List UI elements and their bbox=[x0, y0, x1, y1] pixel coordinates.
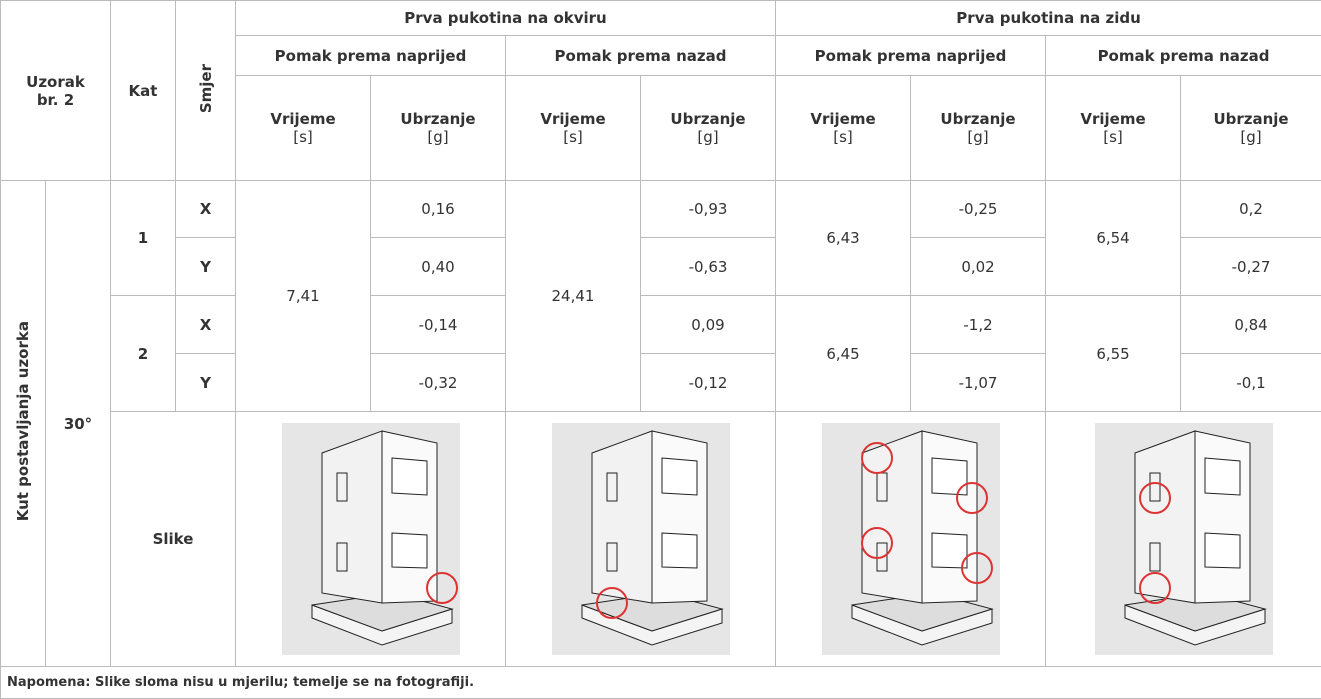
crack-sketch bbox=[282, 423, 460, 655]
direction-header: Smjer bbox=[176, 1, 236, 181]
subgroup-header: Pomak prema nazad bbox=[1046, 36, 1321, 76]
floor-cell: 1 bbox=[111, 181, 176, 296]
acceleration-cell: 0,2 bbox=[1181, 181, 1321, 238]
table-row: Slike bbox=[1, 412, 1321, 667]
direction-cell: X bbox=[176, 296, 236, 354]
acceleration-cell: 0,09 bbox=[641, 296, 776, 354]
column-name: Vrijeme bbox=[810, 110, 875, 128]
acceleration-cell: -0,12 bbox=[641, 354, 776, 412]
subgroup-header: Pomak prema naprijed bbox=[236, 36, 506, 76]
column-unit: [s] bbox=[1046, 128, 1180, 146]
acceleration-cell: -0,25 bbox=[911, 181, 1046, 238]
subgroup-header: Pomak prema naprijed bbox=[776, 36, 1046, 76]
direction-text: Smjer bbox=[197, 64, 215, 113]
column-name: Ubrzanje bbox=[400, 110, 475, 128]
acceleration-cell: 0,40 bbox=[371, 238, 506, 296]
acceleration-cell: 0,16 bbox=[371, 181, 506, 238]
column-header: Vrijeme[s] bbox=[1046, 76, 1181, 181]
crack-sketch bbox=[822, 423, 1000, 655]
floor-header: Kat bbox=[111, 1, 176, 181]
floor-cell: 2 bbox=[111, 296, 176, 412]
column-unit: [g] bbox=[371, 128, 505, 146]
column-name: Vrijeme bbox=[540, 110, 605, 128]
column-unit: [g] bbox=[641, 128, 775, 146]
column-name: Ubrzanje bbox=[940, 110, 1015, 128]
column-header: Vrijeme[s] bbox=[776, 76, 911, 181]
acceleration-cell: -1,2 bbox=[911, 296, 1046, 354]
image-cell bbox=[506, 412, 776, 667]
column-header: Vrijeme[s] bbox=[236, 76, 371, 181]
angle-value: 30° bbox=[46, 181, 111, 667]
acceleration-cell: -0,14 bbox=[371, 296, 506, 354]
time-cell: 6,45 bbox=[776, 296, 911, 412]
direction-cell: Y bbox=[176, 354, 236, 412]
angle-label-text: Kut postavljanja uzorka bbox=[14, 321, 32, 521]
column-header: Ubrzanje[g] bbox=[371, 76, 506, 181]
group-header: Prva pukotina na okviru bbox=[236, 1, 776, 36]
column-header: Ubrzanje[g] bbox=[911, 76, 1046, 181]
acceleration-cell: -1,07 bbox=[911, 354, 1046, 412]
images-label: Slike bbox=[111, 412, 236, 667]
time-cell: 7,41 bbox=[236, 181, 371, 412]
column-unit: [s] bbox=[776, 128, 910, 146]
note: Napomena: Slike sloma nisu u mjerilu; te… bbox=[1, 667, 1321, 699]
column-header: Ubrzanje[g] bbox=[1181, 76, 1321, 181]
angle-label: Kut postavljanja uzorka bbox=[1, 181, 46, 667]
acceleration-cell: -0,1 bbox=[1181, 354, 1321, 412]
sample-header: Uzorak br. 2 bbox=[1, 1, 111, 181]
column-name: Ubrzanje bbox=[1213, 110, 1288, 128]
direction-cell: Y bbox=[176, 238, 236, 296]
column-name: Vrijeme bbox=[1080, 110, 1145, 128]
crack-sketch bbox=[1095, 423, 1273, 655]
direction-cell: X bbox=[176, 181, 236, 238]
column-unit: [g] bbox=[911, 128, 1045, 146]
acceleration-cell: -0,63 bbox=[641, 238, 776, 296]
time-cell: 24,41 bbox=[506, 181, 641, 412]
column-unit: [g] bbox=[1181, 128, 1321, 146]
column-header: Ubrzanje[g] bbox=[641, 76, 776, 181]
column-name: Ubrzanje bbox=[670, 110, 745, 128]
acceleration-cell: 0,02 bbox=[911, 238, 1046, 296]
column-unit: [s] bbox=[506, 128, 640, 146]
column-header: Vrijeme[s] bbox=[506, 76, 641, 181]
subgroup-header: Pomak prema nazad bbox=[506, 36, 776, 76]
group-header: Prva pukotina na zidu bbox=[776, 1, 1321, 36]
time-cell: 6,55 bbox=[1046, 296, 1181, 412]
acceleration-cell: 0,84 bbox=[1181, 296, 1321, 354]
column-name: Vrijeme bbox=[270, 110, 335, 128]
crack-sketch bbox=[552, 423, 730, 655]
image-cell bbox=[1046, 412, 1321, 667]
image-cell bbox=[236, 412, 506, 667]
acceleration-cell: -0,93 bbox=[641, 181, 776, 238]
column-unit: [s] bbox=[236, 128, 370, 146]
sample-text: Uzorak br. 2 bbox=[26, 73, 86, 109]
time-cell: 6,54 bbox=[1046, 181, 1181, 296]
acceleration-cell: -0,32 bbox=[371, 354, 506, 412]
time-cell: 6,43 bbox=[776, 181, 911, 296]
table-row: Napomena: Slike sloma nisu u mjerilu; te… bbox=[1, 667, 1321, 699]
acceleration-cell: -0,27 bbox=[1181, 238, 1321, 296]
image-cell bbox=[776, 412, 1046, 667]
